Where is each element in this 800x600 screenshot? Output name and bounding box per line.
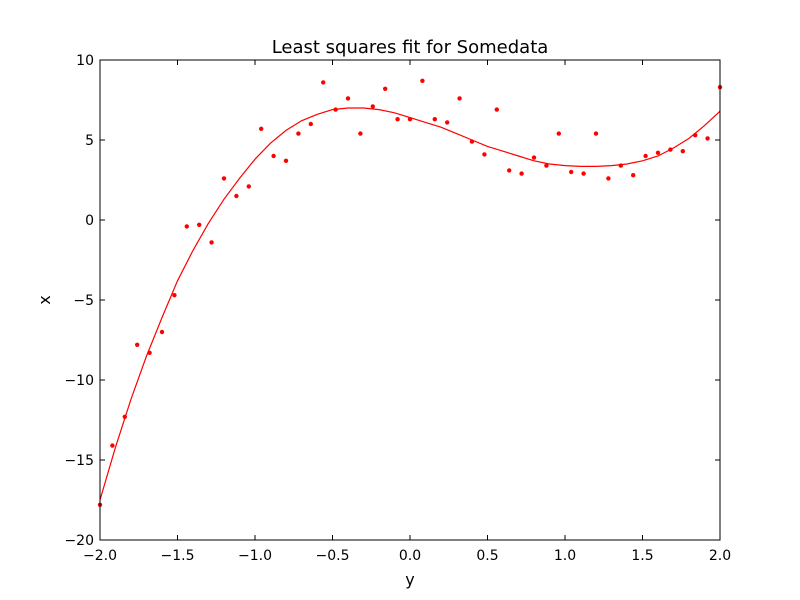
data-point — [383, 86, 388, 92]
x-tick-label: 2.0 — [709, 548, 731, 564]
data-point — [159, 329, 165, 335]
y-tick-label: 5 — [85, 133, 94, 149]
data-point — [259, 126, 264, 131]
x-tick-label: −0.5 — [316, 548, 350, 564]
data-point — [345, 96, 351, 101]
x-tick-label: −1.0 — [238, 548, 272, 564]
data-point — [122, 414, 128, 419]
data-point — [556, 131, 561, 136]
data-point — [407, 117, 413, 122]
data-point — [693, 133, 698, 138]
data-point — [445, 120, 450, 125]
plot-frame — [99, 59, 721, 541]
data-point — [283, 158, 289, 163]
x-tick-label: −1.5 — [161, 548, 195, 564]
data-point — [680, 149, 685, 154]
x-axis-label: y — [405, 570, 414, 589]
y-tick-label: 10 — [76, 53, 94, 69]
data-point — [234, 193, 239, 199]
x-tick-label: 0.0 — [399, 548, 421, 564]
data-point — [631, 173, 636, 178]
data-point — [494, 107, 499, 112]
fit-curve-layer — [100, 107, 720, 501]
data-point — [655, 150, 661, 155]
data-point — [172, 293, 177, 298]
data-point — [593, 131, 599, 136]
data-point — [271, 153, 276, 159]
data-point — [197, 222, 202, 227]
x-tick-label: 1.0 — [554, 548, 576, 564]
data-point — [507, 168, 512, 173]
data-point — [308, 121, 313, 127]
y-tick-label: 0 — [85, 213, 94, 229]
data-points-layer — [97, 78, 723, 507]
fit-curve-line — [100, 107, 720, 501]
data-point — [135, 342, 140, 347]
data-point — [221, 176, 227, 181]
data-point — [668, 147, 673, 152]
data-point — [147, 350, 152, 355]
x-tick-label: 0.5 — [476, 548, 498, 564]
x-tick-label: −2.0 — [83, 548, 117, 564]
data-point — [457, 96, 462, 101]
data-point — [395, 117, 400, 122]
y-tick-label: −20 — [64, 533, 94, 549]
data-point — [519, 171, 524, 176]
data-point — [432, 117, 437, 122]
data-point — [246, 184, 251, 189]
chart-title: Least squares fit for Somedata — [272, 37, 549, 58]
data-point — [333, 107, 338, 112]
x-tick-label: 1.5 — [631, 548, 653, 564]
data-point — [184, 224, 189, 229]
data-point — [531, 155, 537, 160]
ticks-layer: −2.0 −1.5 −1.0 −0.5 0.0 0.5 1.0 1.5 2.0 10 5 0 −5 −10… — [64, 53, 731, 564]
data-point — [606, 176, 611, 181]
data-point — [705, 136, 710, 141]
data-point — [469, 139, 475, 144]
y-tick-label: −5 — [73, 293, 94, 309]
data-point — [296, 131, 301, 136]
data-point — [420, 78, 425, 84]
y-tick-label: −15 — [64, 453, 94, 469]
data-point — [581, 171, 586, 176]
data-point — [358, 131, 363, 136]
data-point — [569, 169, 574, 175]
y-tick-label: −10 — [64, 373, 94, 389]
data-point — [321, 80, 326, 85]
data-point — [544, 163, 549, 168]
data-point — [209, 240, 214, 245]
data-point — [370, 104, 375, 109]
data-point — [643, 153, 648, 159]
data-point — [110, 443, 115, 448]
data-point — [618, 163, 623, 168]
data-point — [482, 152, 487, 157]
y-axis-label: x — [35, 295, 54, 304]
